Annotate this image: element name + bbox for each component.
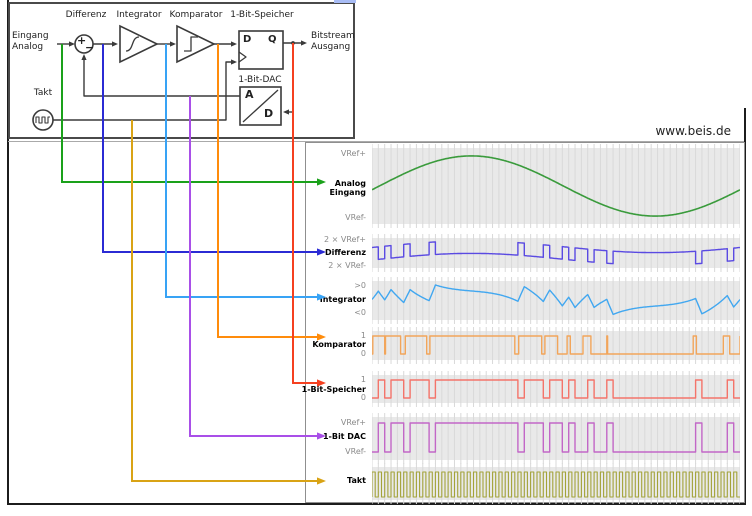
- speicher-block-label: 1-Bit-Speicher: [230, 10, 294, 20]
- komparator-trace: [372, 335, 740, 355]
- waveform-plot-analog: [372, 144, 740, 228]
- watermark: www.beis.de: [655, 124, 731, 138]
- dac-bottom-axis-label: VRef-: [345, 447, 366, 456]
- input-label-line1: Eingang: [12, 31, 49, 41]
- komparator-gridlines: [372, 327, 740, 364]
- page-border-right: [744, 108, 746, 505]
- separator-line: [8, 141, 744, 142]
- waveform-plot-takt: [372, 463, 740, 504]
- differenz-trace: [372, 241, 740, 265]
- dac-block-label: 1-Bit-DAC: [238, 75, 282, 85]
- flipflop-q-label: Q: [268, 34, 277, 45]
- speicher-top-axis-label: 1: [360, 375, 366, 384]
- output-label-line1: Bitstream: [311, 31, 355, 41]
- komparator-bottom-axis-label: 0: [360, 349, 366, 358]
- output-label-line2: Ausgang: [311, 42, 351, 52]
- integrator-gridlines: [372, 277, 740, 324]
- takt-trace: [372, 471, 740, 498]
- takt-name-label: Takt: [347, 476, 366, 485]
- speicher-name-label: 1-Bit-Speicher: [301, 385, 366, 394]
- dac-top-axis-label: VRef+: [340, 418, 366, 427]
- flipflop-d-label: D: [243, 34, 252, 45]
- komparator-name-label: Komparator: [312, 340, 366, 349]
- komparator-top-axis-label: 1: [360, 331, 366, 340]
- waveform-plot-speicher: [372, 371, 740, 407]
- input-label-line2: Analog: [12, 42, 44, 52]
- integrator-block-label: Integrator: [116, 10, 162, 20]
- analog-name-label: Analog Eingang: [329, 179, 366, 197]
- speicher-bottom-axis-label: 0: [360, 393, 366, 402]
- dac-a-label: A: [245, 88, 254, 101]
- differenz-block-label: Differenz: [65, 10, 107, 20]
- differenz-bottom-axis-label: 2 × VRef-: [328, 261, 366, 270]
- page-border-left: [7, 0, 9, 505]
- page-border-bottom: [7, 503, 746, 505]
- analog-top-axis-label: VRef+: [340, 149, 366, 158]
- waveform-plot-dac: [372, 413, 740, 464]
- waveform-plot-integrator: [372, 277, 740, 324]
- integrator-trace: [372, 284, 740, 316]
- analog-bottom-axis-label: VRef-: [345, 213, 366, 222]
- sum-minus-sign: −: [85, 41, 95, 54]
- takt-label: Takt: [33, 88, 53, 98]
- analog-trace: [372, 155, 740, 217]
- speicher-trace: [372, 379, 740, 399]
- integrator-name-label: Integrator: [319, 295, 366, 304]
- waveform-plot-komparator: [372, 327, 740, 364]
- cropped-link-artifact: [334, 0, 356, 3]
- differenz-top-axis-label: 2 × VRef+: [324, 235, 366, 244]
- integrator-bottom-axis-label: <0: [354, 308, 366, 317]
- dac-d-label: D: [264, 107, 274, 120]
- differenz-name-label: Differenz: [324, 248, 366, 257]
- dac-name-label: 1-Bit DAC: [322, 432, 366, 441]
- integrator-top-axis-label: >0: [354, 281, 366, 290]
- dac-trace: [372, 422, 740, 453]
- waveform-plot-differenz: [372, 234, 740, 272]
- komparator-block-label: Komparator: [169, 10, 223, 20]
- analog-gridlines: [372, 144, 740, 228]
